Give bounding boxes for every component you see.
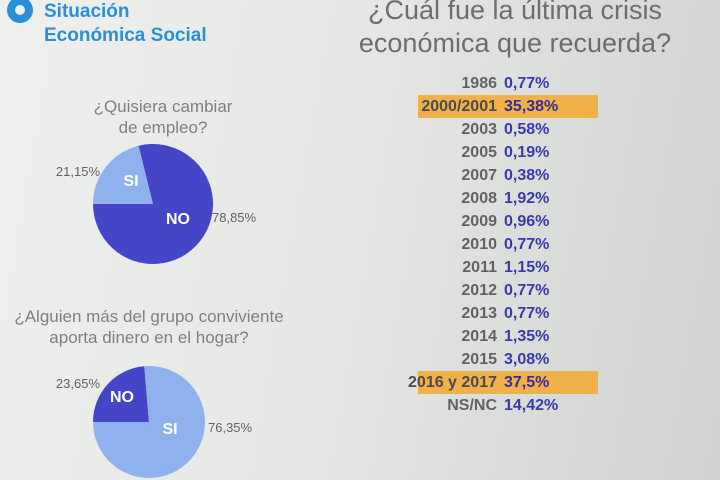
table-row: 2009 0,96% bbox=[380, 210, 620, 233]
row-value: 35,38% bbox=[504, 98, 559, 115]
table-row: 2014 1,35% bbox=[380, 325, 620, 348]
pie2-pct-no: 23,65% bbox=[56, 376, 101, 391]
pie1-title-line-1: ¿Quisiera cambiar bbox=[93, 97, 233, 116]
table-row: 2008 1,92% bbox=[380, 187, 620, 210]
row-year: NS/NC bbox=[447, 397, 497, 414]
row-year: 2015 bbox=[461, 351, 497, 368]
pie1-pct-no: 78,85% bbox=[212, 210, 257, 225]
pie-chart-cambiar-empleo: SI 21,15% NO 78,85% bbox=[56, 144, 257, 264]
pie1-pct-si: 21,15% bbox=[56, 164, 101, 179]
row-value: 0,38% bbox=[504, 167, 550, 184]
table-row: 2013 0,77% bbox=[380, 302, 620, 325]
row-year: 2014 bbox=[461, 328, 497, 345]
row-value: 0,77% bbox=[504, 236, 550, 253]
pie2-title-line-1: ¿Alguien más del grupo conviviente bbox=[14, 307, 284, 326]
highlight-box bbox=[418, 371, 598, 394]
brand-line-1: Situación bbox=[44, 1, 130, 22]
table-row: NS/NC 14,42% bbox=[380, 394, 620, 417]
row-year: 2013 bbox=[461, 305, 497, 322]
row-year: 2007 bbox=[461, 167, 497, 184]
table-row: 2016 y 2017 37,5% bbox=[380, 371, 620, 394]
crisis-table: 1986 0,77% 2000/2001 35,38% 2003 0,58% 2005 0,1… bbox=[380, 72, 620, 417]
pie2-label-no: NO bbox=[110, 389, 134, 406]
row-year: 2012 bbox=[461, 282, 497, 299]
row-value: 0,96% bbox=[504, 213, 550, 230]
table-row: 2005 0,19% bbox=[380, 141, 620, 164]
row-year: 2009 bbox=[461, 213, 497, 230]
row-year: 2003 bbox=[461, 121, 497, 138]
pie2-label-si: SI bbox=[162, 421, 177, 438]
row-value: 0,77% bbox=[504, 305, 550, 322]
crisis-title-line-1: ¿Cuál fue la última crisis bbox=[367, 0, 663, 25]
pie2-slice-no bbox=[93, 366, 149, 422]
table-row: 2000/2001 35,38% bbox=[380, 95, 620, 118]
table-row: 2010 0,77% bbox=[380, 233, 620, 256]
table-row: 2003 0,58% bbox=[380, 118, 620, 141]
row-year: 2010 bbox=[461, 236, 497, 253]
row-value: 1,15% bbox=[504, 259, 550, 276]
row-value: 14,42% bbox=[504, 397, 559, 414]
pie1-label-no: NO bbox=[166, 211, 190, 228]
pie1-title: ¿Quisiera cambiar de empleo? bbox=[48, 96, 278, 138]
row-value: 1,35% bbox=[504, 328, 550, 345]
row-value: 1,92% bbox=[504, 190, 550, 207]
row-value: 3,08% bbox=[504, 351, 550, 368]
row-year: 1986 bbox=[461, 75, 497, 92]
pie2-slice-si bbox=[93, 366, 206, 478]
crisis-title-line-2: económica que recuerda? bbox=[358, 28, 672, 58]
brand-title: Situación Económica Social bbox=[44, 0, 207, 48]
pie2-title-line-2: aporta dinero en el hogar? bbox=[49, 328, 249, 347]
gear-logo-icon bbox=[7, 0, 33, 23]
row-value: 0,58% bbox=[504, 121, 550, 138]
pie2-title: ¿Alguien más del grupo conviviente aport… bbox=[4, 306, 294, 348]
table-row: 2015 3,08% bbox=[380, 348, 620, 371]
row-value: 0,77% bbox=[504, 282, 550, 299]
row-value: 0,77% bbox=[504, 75, 550, 92]
pie1-title-line-2: de empleo? bbox=[118, 118, 208, 137]
row-year: 2016 y 2017 bbox=[408, 374, 497, 391]
crisis-title: ¿Cuál fue la última crisis económica que… bbox=[330, 0, 700, 60]
table-row: 1986 0,77% bbox=[380, 72, 620, 95]
pie2-pct-si: 76,35% bbox=[208, 420, 253, 435]
table-row: 2011 1,15% bbox=[380, 256, 620, 279]
pie1-slice-si bbox=[93, 145, 153, 204]
row-year: 2011 bbox=[462, 259, 497, 276]
pie1-label-si: SI bbox=[123, 173, 138, 190]
pie-chart-aporta-dinero: NO 23,65% SI 76,35% bbox=[56, 366, 253, 478]
pie1-slice-no bbox=[93, 144, 213, 264]
row-year: 2000/2001 bbox=[421, 98, 497, 115]
table-row: 2012 0,77% bbox=[380, 279, 620, 302]
table-row: 2007 0,38% bbox=[380, 164, 620, 187]
row-year: 2005 bbox=[461, 144, 497, 161]
highlight-box bbox=[418, 95, 598, 118]
row-year: 2008 bbox=[461, 190, 497, 207]
brand-line-2: Económica Social bbox=[44, 25, 207, 46]
row-value: 0,19% bbox=[504, 144, 550, 161]
row-value: 37,5% bbox=[504, 374, 550, 391]
